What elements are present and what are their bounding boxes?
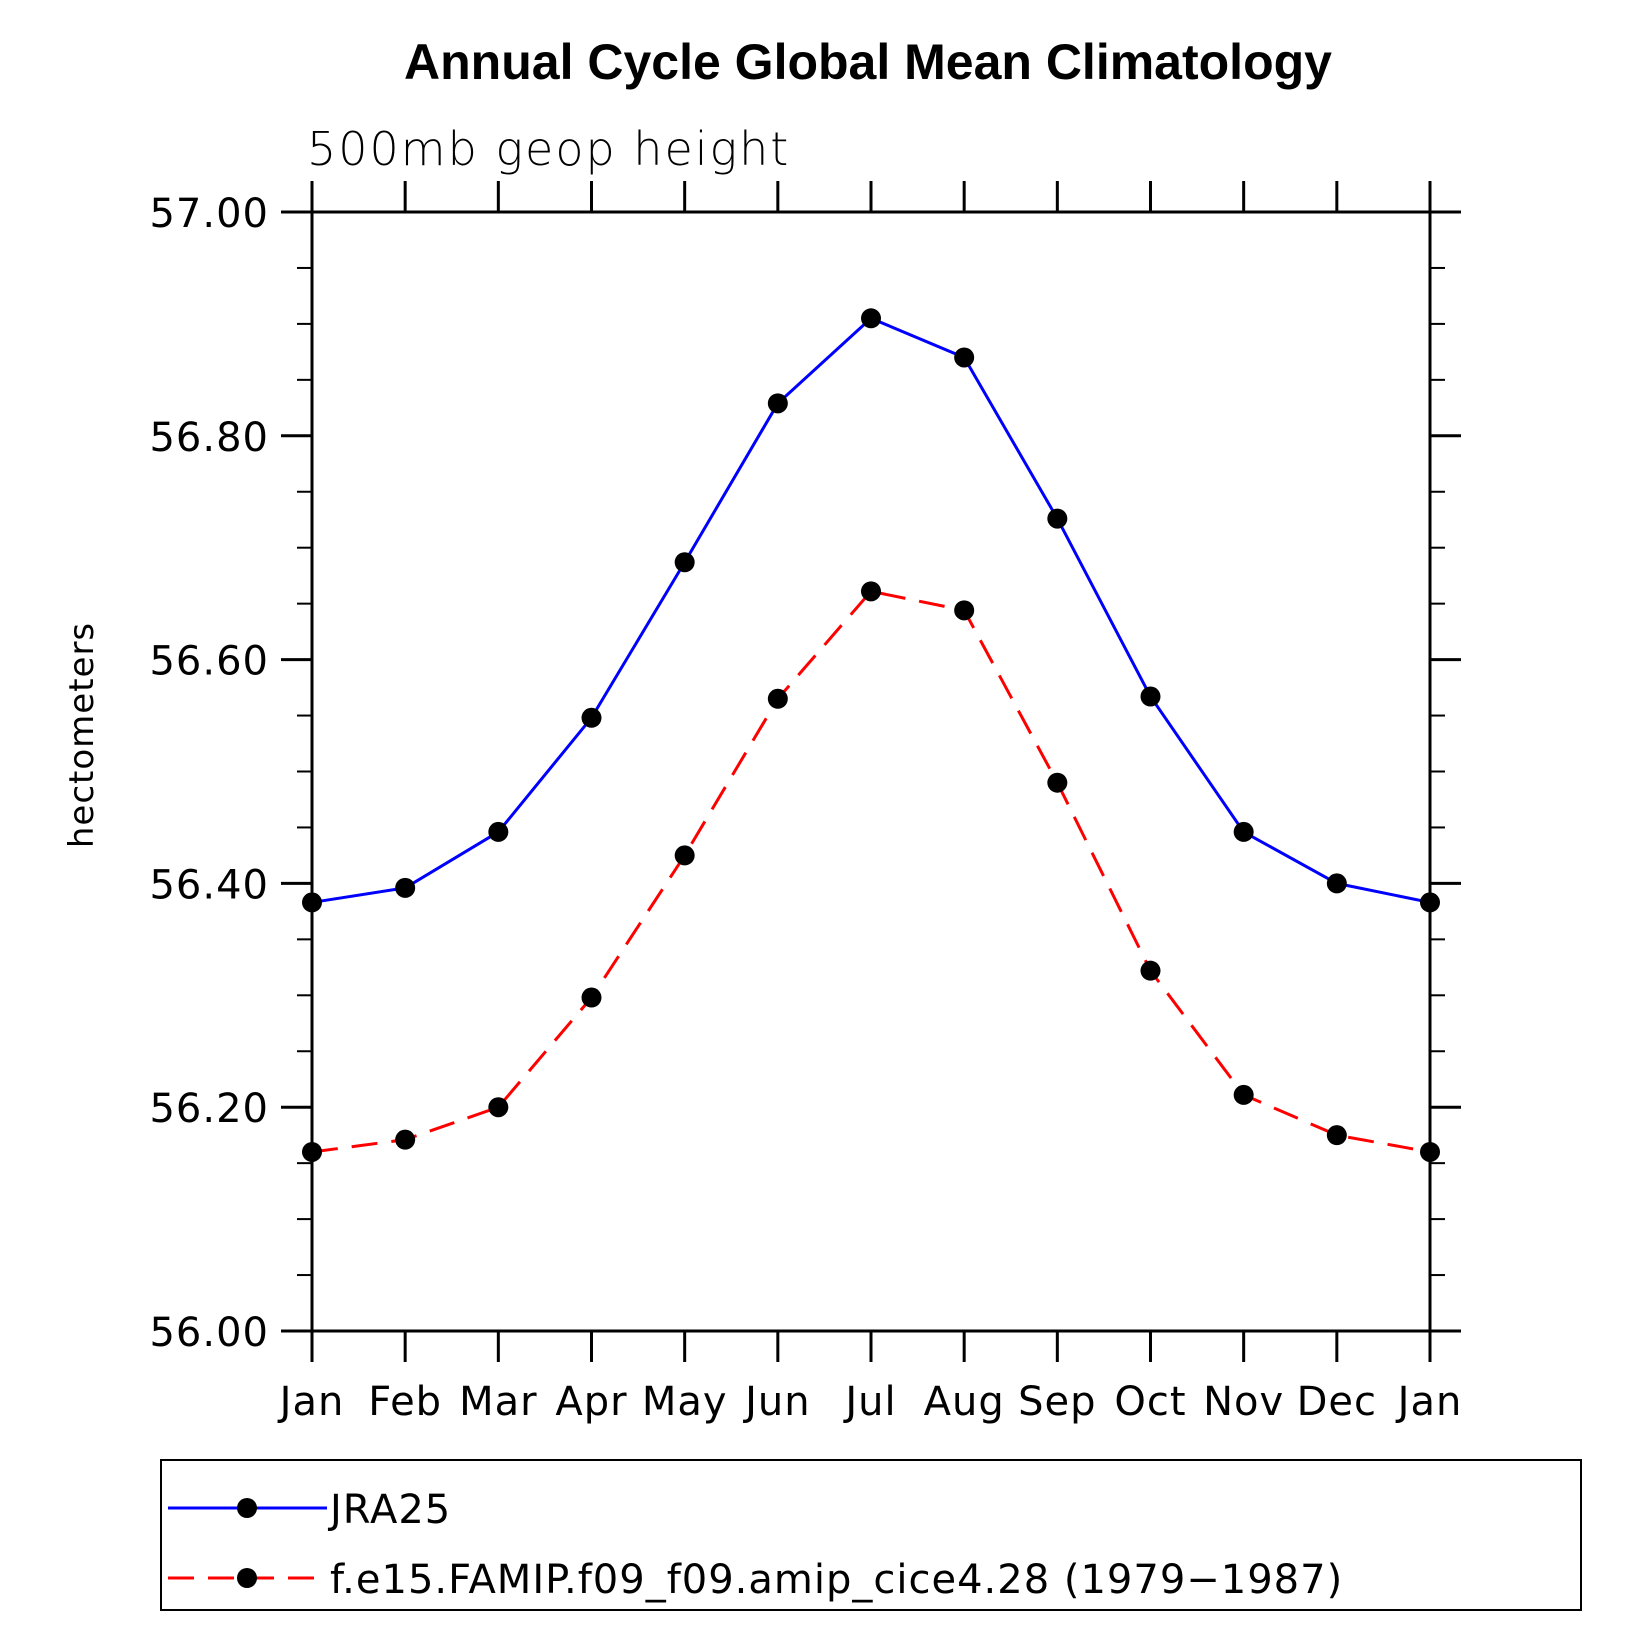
y-tick-label: 56.20 xyxy=(149,1086,269,1132)
x-tick-label: May xyxy=(642,1379,728,1425)
data-point-0 xyxy=(1047,508,1068,529)
legend-label: JRA25 xyxy=(327,1487,451,1533)
data-point-1 xyxy=(395,1129,416,1150)
data-point-1 xyxy=(302,1141,322,1162)
x-tick-label: Sep xyxy=(1018,1379,1096,1425)
x-tick-label: Oct xyxy=(1114,1379,1186,1425)
data-point-0 xyxy=(954,347,975,368)
data-point-0 xyxy=(1233,821,1254,842)
data-point-0 xyxy=(1420,892,1440,913)
data-point-1 xyxy=(1233,1084,1254,1105)
data-point-0 xyxy=(674,552,695,573)
x-tick-label: Dec xyxy=(1297,1379,1377,1425)
chart-subtitle: 500mb geop height xyxy=(307,122,790,176)
x-tick-label: Nov xyxy=(1203,1379,1284,1425)
y-tick-labels: 56.00 56.20 56.40 56.60 56.80 57.00 xyxy=(149,191,269,1356)
x-tick-label: Jun xyxy=(742,1379,811,1425)
legend-swatch-marker xyxy=(237,1498,257,1518)
data-point-0 xyxy=(1326,873,1347,894)
data-point-1 xyxy=(1420,1141,1440,1162)
x-tick-label: Aug xyxy=(924,1379,1005,1425)
data-point-0 xyxy=(488,821,509,842)
y-axis-label: hectometers xyxy=(62,622,102,848)
x-tick-label: Jan xyxy=(277,1379,345,1425)
data-point-1 xyxy=(1047,772,1068,793)
x-tick-labels: Jan Feb Mar Apr May Jun Jul Aug Sep Oct Nov Dec Jan xyxy=(277,1379,1463,1425)
data-point-1 xyxy=(674,845,695,866)
x-tick-label: Jul xyxy=(842,1379,896,1425)
x-tick-label: Mar xyxy=(459,1379,537,1425)
series-line-1 xyxy=(311,589,1431,1154)
x-tick-label: Apr xyxy=(555,1379,627,1425)
data-point-1 xyxy=(861,581,881,602)
y-tick-label: 56.80 xyxy=(149,415,269,461)
x-tick-label: Jan xyxy=(1395,1379,1463,1425)
y-tick-label: 56.00 xyxy=(149,1310,269,1356)
chart-title: Annual Cycle Global Mean Climatology xyxy=(404,34,1332,90)
series-layer xyxy=(302,308,1440,1162)
legend-swatch-marker xyxy=(237,1568,257,1588)
data-point-1 xyxy=(1326,1125,1347,1146)
data-point-1 xyxy=(954,600,975,621)
data-point-0 xyxy=(581,707,602,728)
y-tick-label: 56.60 xyxy=(149,639,269,685)
x-tick-label: Feb xyxy=(368,1379,442,1425)
data-point-0 xyxy=(1140,686,1161,707)
legend: JRA25 f.e15.FAMIP.f09_f09.amip_cice4.28 (… xyxy=(168,1487,1343,1603)
y-tick-label: 57.00 xyxy=(149,191,269,237)
plot-frame xyxy=(310,210,1432,1333)
y-tick-label: 56.40 xyxy=(149,862,269,908)
data-point-0 xyxy=(767,393,788,414)
data-point-1 xyxy=(767,688,788,709)
legend-label: f.e15.FAMIP.f09_f09.amip_cice4.28 (1979−… xyxy=(330,1557,1343,1603)
data-point-1 xyxy=(1140,960,1161,981)
data-point-0 xyxy=(302,892,322,913)
series-line-0 xyxy=(311,316,1431,904)
data-point-0 xyxy=(395,877,416,898)
data-point-1 xyxy=(581,987,602,1008)
axis-ticks xyxy=(281,181,1461,1362)
data-point-1 xyxy=(488,1097,509,1118)
data-point-0 xyxy=(861,308,881,329)
legend-box xyxy=(160,1459,1582,1611)
